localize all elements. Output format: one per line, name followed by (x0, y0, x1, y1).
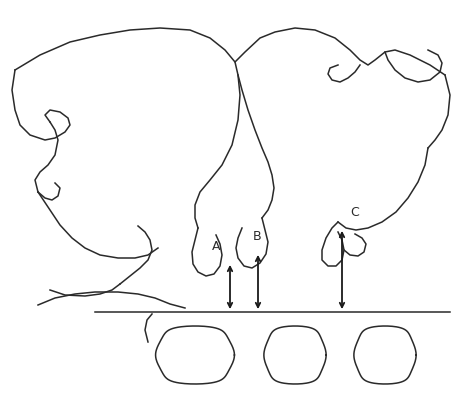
Text: A: A (212, 240, 220, 253)
Text: B: B (253, 230, 262, 243)
Text: C: C (350, 206, 359, 219)
